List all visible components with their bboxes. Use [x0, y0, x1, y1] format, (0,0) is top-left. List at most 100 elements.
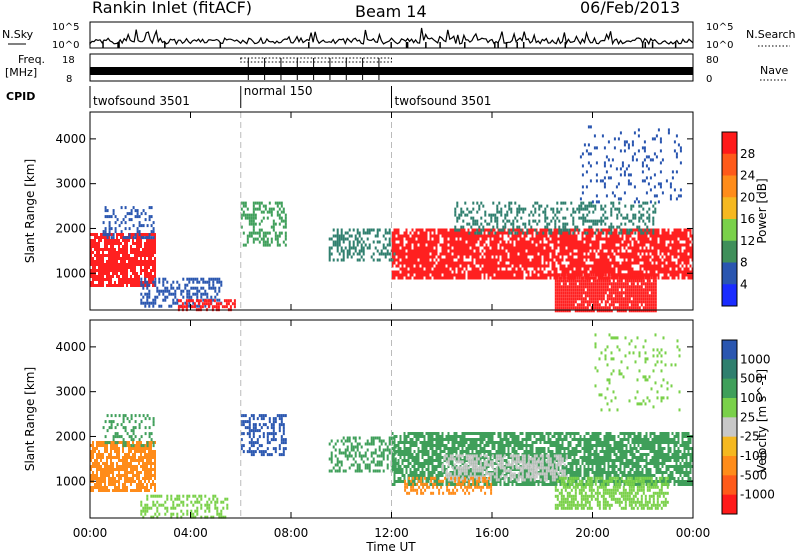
range-gate-cell — [108, 420, 111, 424]
range-gate-cell — [409, 261, 412, 265]
range-gate-cell — [439, 264, 442, 268]
range-gate-cell — [370, 228, 373, 232]
range-gate-cell — [110, 215, 113, 219]
range-gate-cell — [518, 225, 521, 229]
range-gate-cell — [260, 228, 263, 232]
range-gate-cell — [142, 209, 145, 213]
noise-trace — [89, 27, 694, 48]
range-gate-cell — [632, 285, 635, 289]
range-gate-cell — [639, 264, 642, 268]
range-gate-cell — [627, 258, 630, 262]
range-gate-cell — [116, 257, 118, 260]
range-gate-cell — [278, 216, 281, 220]
range-gate-cell — [138, 254, 140, 257]
range-gate-cell — [108, 275, 110, 278]
range-gate-cell — [150, 486, 152, 489]
range-gate-cell — [212, 280, 215, 284]
range-gate-cell — [574, 225, 577, 229]
range-gate-cell — [104, 278, 106, 281]
range-gate-cell — [531, 276, 534, 280]
range-gate-cell — [587, 249, 590, 253]
range-gate-cell — [665, 255, 668, 259]
range-gate-cell — [212, 286, 215, 290]
range-gate-cell — [124, 456, 126, 459]
range-gate-cell — [132, 444, 135, 448]
range-gate-cell — [397, 276, 400, 280]
range-gate-cell — [278, 234, 281, 238]
range-gate-cell — [256, 207, 259, 211]
range-gate-cell — [561, 264, 564, 268]
range-gate-cell — [685, 231, 688, 235]
range-gate-cell — [368, 228, 371, 232]
range-gate-cell — [92, 284, 94, 287]
range-gate-cell — [521, 252, 524, 256]
range-gate-cell — [152, 236, 155, 240]
range-gate-cell — [439, 267, 442, 271]
freq-right-tick-top: 80 — [706, 55, 719, 66]
range-gate-cell — [637, 234, 640, 238]
range-gate-cell — [535, 237, 538, 241]
range-gate-cell — [649, 246, 652, 250]
range-gate-cell — [667, 131, 670, 135]
range-gate-cell — [607, 270, 610, 274]
range-gate-cell — [581, 249, 584, 253]
range-gate-cell — [633, 200, 636, 204]
range-gate-cell — [652, 273, 655, 277]
range-gate-cell — [92, 489, 94, 492]
range-gate-cell — [130, 417, 133, 421]
range-gate-cell — [646, 300, 649, 304]
range-gate-cell — [205, 302, 208, 306]
range-gate-cell — [242, 243, 245, 247]
range-gate-cell — [555, 270, 558, 274]
range-gate-cell — [471, 237, 474, 241]
range-gate-cell — [116, 266, 118, 269]
range-gate-cell — [409, 243, 412, 247]
range-gate-cell — [522, 231, 525, 235]
range-gate-cell — [449, 237, 452, 241]
range-gate-cell — [511, 246, 514, 250]
range-gate-cell — [638, 285, 641, 289]
range-gate-cell — [262, 216, 265, 220]
range-gate-cell — [645, 261, 648, 265]
range-gate-cell — [405, 258, 408, 262]
range-gate-cell — [513, 261, 516, 265]
range-gate-cell — [120, 435, 123, 439]
range-gate-cell — [650, 282, 653, 286]
range-gate-cell — [250, 219, 253, 223]
range-gate-cell — [659, 170, 662, 174]
range-gate-cell — [612, 276, 615, 280]
range-gate-cell — [114, 486, 116, 489]
range-gate-cell — [108, 263, 110, 266]
range-gate-cell — [118, 278, 120, 281]
range-gate-cell — [393, 258, 396, 262]
range-gate-cell — [564, 297, 567, 301]
range-gate-cell — [451, 258, 454, 262]
range-gate-cell — [348, 252, 351, 256]
range-gate-cell — [533, 243, 536, 247]
range-gate-cell — [523, 255, 526, 259]
range-gate-cell — [429, 264, 432, 268]
range-gate-cell — [572, 282, 575, 286]
range-gate-cell — [459, 234, 462, 238]
range-gate-cell — [132, 263, 134, 266]
range-gate-cell — [138, 456, 140, 459]
range-gate-cell — [106, 441, 109, 445]
range-gate-cell — [635, 228, 638, 232]
range-gate-cell — [577, 240, 580, 244]
range-gate-cell — [458, 213, 461, 217]
range-gate-cell — [204, 280, 207, 284]
range-gate-cell — [594, 273, 597, 277]
range-gate-cell — [558, 303, 561, 307]
range-gate-cell — [142, 447, 144, 450]
range-gate-cell — [534, 201, 537, 205]
range-gate-cell — [150, 263, 152, 266]
range-gate-cell — [126, 432, 129, 436]
range-gate-cell — [98, 272, 100, 275]
range-gate-cell — [429, 237, 432, 241]
range-gate-cell — [613, 146, 616, 150]
range-gate-cell — [118, 248, 120, 251]
range-gate-cell — [521, 246, 524, 250]
range-gate-cell — [140, 251, 142, 254]
range-gate-cell — [669, 243, 672, 247]
